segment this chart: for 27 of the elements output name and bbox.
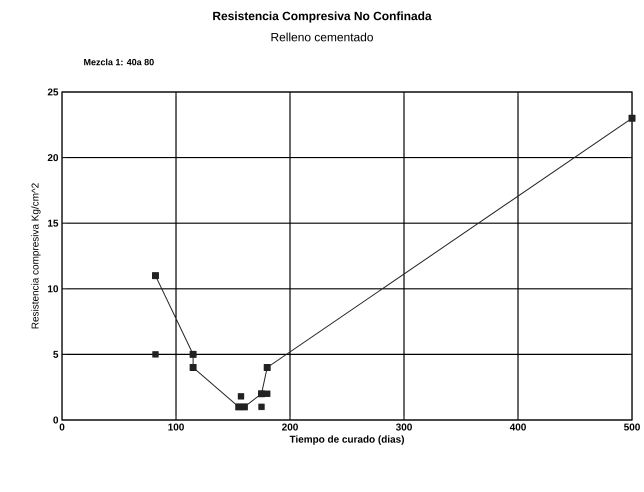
chart-title: Resistencia Compresiva No Confinada bbox=[213, 11, 432, 23]
x-tick-label: 0 bbox=[60, 424, 64, 431]
x-tick-label: 200 bbox=[282, 424, 298, 431]
point bbox=[152, 351, 159, 358]
point bbox=[264, 390, 270, 397]
y-tick-label: 10 bbox=[48, 285, 58, 292]
point bbox=[190, 364, 197, 371]
y-tick-label: 15 bbox=[48, 220, 58, 227]
point bbox=[264, 364, 271, 371]
chart-subtitle: Relleno cementado bbox=[271, 32, 373, 42]
y-tick-label: 25 bbox=[48, 88, 58, 96]
x-tick-label: 400 bbox=[510, 424, 526, 431]
y-tick-label: 20 bbox=[48, 154, 58, 162]
text: Mezcla 1: 40a 80 bbox=[84, 58, 154, 66]
point bbox=[190, 350, 197, 358]
x-tick-label: 100 bbox=[168, 424, 184, 431]
y-tick-label: 5 bbox=[53, 350, 58, 358]
x-tick-label: 300 bbox=[396, 424, 412, 431]
point bbox=[152, 272, 159, 280]
x-axis-title: Tiempo de curado (dias) bbox=[290, 435, 404, 445]
y-tick-label: 0 bbox=[53, 416, 58, 424]
point bbox=[240, 403, 248, 410]
y-axis-title: Resistencia compresiva Kg/cm^2 bbox=[31, 183, 41, 328]
point bbox=[258, 404, 265, 410]
point bbox=[238, 393, 244, 400]
x-tick-label: 500 bbox=[624, 424, 640, 431]
point bbox=[628, 114, 636, 122]
